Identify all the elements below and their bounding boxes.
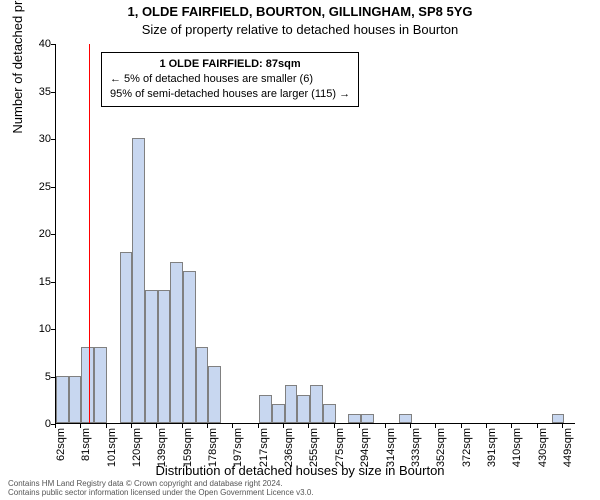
x-tick-mark	[232, 424, 233, 428]
y-tick-mark	[51, 44, 55, 45]
histogram-bar	[170, 262, 183, 424]
x-tick-mark	[435, 424, 436, 428]
x-tick-mark	[359, 424, 360, 428]
x-tick-mark	[461, 424, 462, 428]
info-box-line2: ← 5% of detached houses are smaller (6)	[110, 72, 350, 87]
x-tick-mark	[334, 424, 335, 428]
histogram-bar	[208, 366, 221, 423]
plot-area: 1 OLDE FAIRFIELD: 87sqm ← 5% of detached…	[55, 44, 575, 424]
chart-container: 1, OLDE FAIRFIELD, BOURTON, GILLINGHAM, …	[0, 0, 600, 500]
info-box-line1: 1 OLDE FAIRFIELD: 87sqm	[110, 57, 350, 72]
footer-line1: Contains HM Land Registry data © Crown c…	[8, 479, 314, 489]
x-tick-mark	[182, 424, 183, 428]
y-tick-label: 40	[21, 38, 51, 50]
histogram-bar	[183, 271, 196, 423]
y-tick-label: 35	[21, 86, 51, 98]
chart-title-main: 1, OLDE FAIRFIELD, BOURTON, GILLINGHAM, …	[0, 4, 600, 19]
histogram-bar	[196, 347, 209, 423]
histogram-bar	[361, 414, 374, 424]
y-tick-mark	[51, 377, 55, 378]
y-tick-label: 25	[21, 181, 51, 193]
histogram-bar	[259, 395, 272, 424]
y-tick-mark	[51, 234, 55, 235]
footer-line2: Contains public sector information licen…	[8, 488, 314, 498]
histogram-bar	[94, 347, 107, 423]
y-tick-mark	[51, 92, 55, 93]
x-tick-mark	[308, 424, 309, 428]
x-tick-mark	[283, 424, 284, 428]
x-tick-mark	[258, 424, 259, 428]
histogram-bar	[323, 404, 336, 423]
x-tick-mark	[410, 424, 411, 428]
histogram-bar	[69, 376, 82, 424]
y-tick-label: 5	[21, 371, 51, 383]
reference-line	[89, 44, 90, 423]
info-box: 1 OLDE FAIRFIELD: 87sqm ← 5% of detached…	[101, 52, 359, 107]
x-axis-label: Distribution of detached houses by size …	[0, 463, 600, 478]
histogram-bar	[56, 376, 69, 424]
histogram-bar	[120, 252, 133, 423]
x-tick-mark	[55, 424, 56, 428]
x-tick-mark	[511, 424, 512, 428]
x-tick-mark	[562, 424, 563, 428]
histogram-bar	[552, 414, 565, 424]
histogram-bar	[310, 385, 323, 423]
x-tick-mark	[156, 424, 157, 428]
info-box-line3: 95% of semi-detached houses are larger (…	[110, 87, 350, 102]
x-tick-mark	[537, 424, 538, 428]
y-tick-label: 10	[21, 323, 51, 335]
x-tick-mark	[131, 424, 132, 428]
histogram-bar	[285, 385, 298, 423]
x-tick-mark	[106, 424, 107, 428]
y-tick-label: 0	[21, 418, 51, 430]
y-tick-mark	[51, 329, 55, 330]
footer-attribution: Contains HM Land Registry data © Crown c…	[8, 479, 314, 498]
x-tick-mark	[486, 424, 487, 428]
y-tick-label: 30	[21, 133, 51, 145]
x-tick-mark	[385, 424, 386, 428]
x-tick-mark	[80, 424, 81, 428]
y-tick-mark	[51, 139, 55, 140]
histogram-bar	[272, 404, 285, 423]
y-tick-label: 15	[21, 276, 51, 288]
histogram-bar	[297, 395, 310, 424]
y-axis-label: Number of detached properties	[10, 0, 25, 234]
histogram-bar	[399, 414, 412, 424]
histogram-bar	[158, 290, 171, 423]
y-tick-mark	[51, 187, 55, 188]
chart-title-sub: Size of property relative to detached ho…	[0, 22, 600, 37]
histogram-bar	[348, 414, 361, 424]
y-tick-label: 20	[21, 228, 51, 240]
histogram-bar	[145, 290, 158, 423]
x-tick-mark	[207, 424, 208, 428]
y-tick-mark	[51, 282, 55, 283]
histogram-bar	[132, 138, 145, 423]
